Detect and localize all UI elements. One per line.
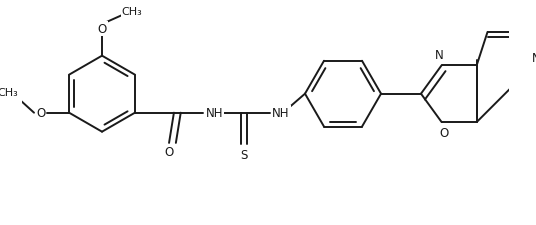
Text: NH: NH — [206, 107, 223, 120]
Text: CH₃: CH₃ — [0, 88, 19, 98]
Text: O: O — [440, 127, 449, 140]
Text: O: O — [36, 107, 46, 120]
Text: O: O — [165, 146, 174, 158]
Text: N: N — [532, 52, 536, 65]
Text: NH: NH — [272, 107, 290, 120]
Text: CH₃: CH₃ — [122, 7, 143, 17]
Text: S: S — [240, 148, 248, 161]
Text: O: O — [98, 23, 107, 36]
Text: N: N — [435, 49, 444, 62]
